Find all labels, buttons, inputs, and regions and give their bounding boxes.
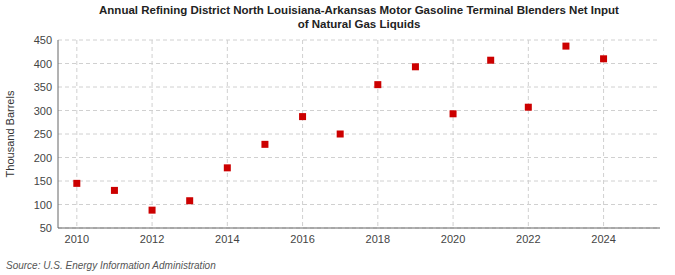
point [299, 113, 306, 120]
y-tick-label: 300 [34, 105, 52, 117]
x-tick-label: 2024 [591, 233, 615, 245]
grid-line-y [58, 204, 660, 205]
point [261, 141, 268, 148]
point [562, 43, 569, 50]
title-line: Annual Refining District North Louisiana… [99, 4, 619, 16]
point [111, 187, 118, 194]
y-tick-label: 400 [34, 58, 52, 70]
y-tick-label: 150 [34, 175, 52, 187]
title: Annual Refining District North Louisiana… [99, 4, 619, 30]
grid-line-x [453, 40, 454, 228]
x-tick-label: 2012 [140, 233, 164, 245]
y-tick-label: 350 [34, 81, 52, 93]
y-tick-label: 200 [34, 152, 52, 164]
y-axis-line [58, 40, 59, 228]
x-tick-label: 2014 [215, 233, 239, 245]
chart-svg: Annual Refining District North Louisiana… [0, 0, 675, 275]
point [374, 81, 381, 88]
point [600, 55, 607, 62]
point [149, 207, 156, 214]
grid-line-y [58, 110, 660, 111]
y-tick-label: 450 [34, 34, 52, 46]
chart-container: Annual Refining District North Louisiana… [0, 0, 675, 275]
grid-line-y [58, 134, 660, 135]
source: Source: U.S. Energy Information Administ… [6, 260, 216, 271]
x-tick-label: 2018 [366, 233, 390, 245]
point [337, 131, 344, 138]
grid-line-x [152, 40, 153, 228]
x-axis-line [58, 228, 660, 229]
grid-line-x [377, 40, 378, 228]
point [412, 63, 419, 70]
grid [58, 40, 660, 228]
grid-line-y [58, 40, 660, 41]
grid-line-x [603, 40, 604, 228]
point [450, 110, 457, 117]
grid-line-x [227, 40, 228, 228]
x-tick-label: 2016 [290, 233, 314, 245]
y-tick-label: 50 [40, 222, 52, 234]
x-tick-label: 2010 [65, 233, 89, 245]
y-tick-label: 100 [34, 199, 52, 211]
grid-line-y [58, 87, 660, 88]
grid-line-y [58, 157, 660, 158]
grid-line-y [58, 228, 660, 229]
grid-line-y [58, 63, 660, 64]
grid-line-y [58, 181, 660, 182]
y-tick-label: 250 [34, 128, 52, 140]
grid-line-x [76, 40, 77, 228]
point [73, 180, 80, 187]
point [487, 57, 494, 64]
marks [73, 43, 607, 214]
x-tick-label: 2020 [441, 233, 465, 245]
point [525, 104, 532, 111]
y-axis-label: Thousand Barrels [4, 90, 16, 177]
grid-line-x [528, 40, 529, 228]
point [186, 197, 193, 204]
x-tick-label: 2022 [516, 233, 540, 245]
point [224, 164, 231, 171]
grid-line-x [302, 40, 303, 228]
title-line: of Natural Gas Liquids [298, 18, 421, 30]
